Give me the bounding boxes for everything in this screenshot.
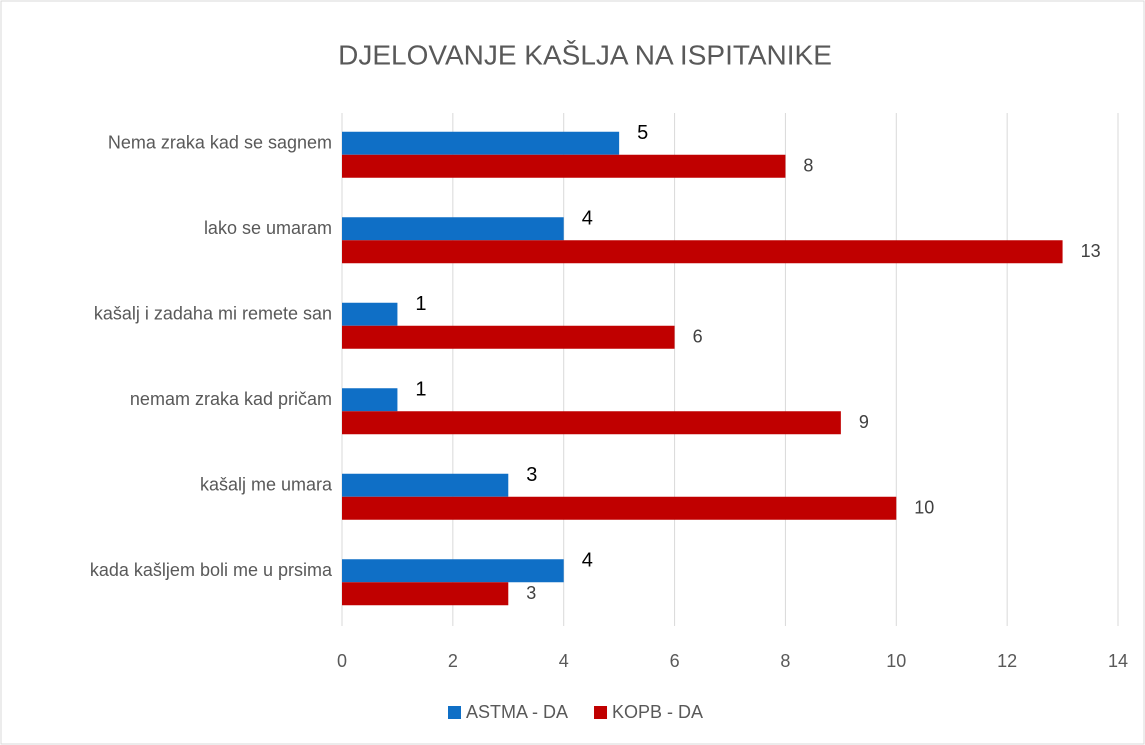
bar [342,325,675,349]
bar [342,302,398,326]
y-tick-label: kada kašljem boli me u prsima [90,560,333,580]
y-tick-label: kašalj i zadaha mi remete san [94,304,332,324]
legend-label: KOPB - DA [612,702,703,722]
data-label: 4 [582,550,593,572]
legend-swatch [448,706,461,719]
bar [342,131,620,155]
bar [342,240,1063,264]
bar [342,473,509,497]
data-label: 3 [526,583,536,603]
x-tick-label: 14 [1108,651,1128,671]
data-label: 13 [1081,241,1101,261]
y-tick-label: nemam zraka kad pričam [130,389,332,409]
data-label: 3 [526,464,537,486]
data-label: 1 [415,293,426,315]
x-tick-label: 12 [997,651,1017,671]
x-tick-label: 6 [670,651,680,671]
legend-label: ASTMA - DA [466,702,568,722]
bar [342,217,564,241]
bar [342,411,841,435]
y-tick-label: lako se umaram [204,218,332,238]
chart-title: DJELOVANJE KAŠLJA NA ISPITANIKE [338,39,832,70]
bar [342,496,897,520]
bar [342,582,509,606]
data-label: 5 [637,122,648,144]
y-tick-label: Nema zraka kad se sagnem [108,133,332,153]
bar [342,388,398,412]
data-label: 4 [582,208,593,230]
legend-swatch [594,706,608,719]
data-label: 1 [415,379,426,401]
y-tick-label: kašalj me umara [200,475,333,495]
data-label: 10 [914,498,934,518]
x-tick-label: 4 [559,651,569,671]
data-label: 8 [803,156,813,176]
x-tick-label: 8 [780,651,790,671]
x-tick-label: 0 [337,651,347,671]
x-tick-label: 10 [886,651,906,671]
x-tick-label: 2 [448,651,458,671]
data-label: 6 [693,327,703,347]
data-label: 9 [859,412,869,432]
bar [342,559,564,583]
bar [342,154,786,178]
